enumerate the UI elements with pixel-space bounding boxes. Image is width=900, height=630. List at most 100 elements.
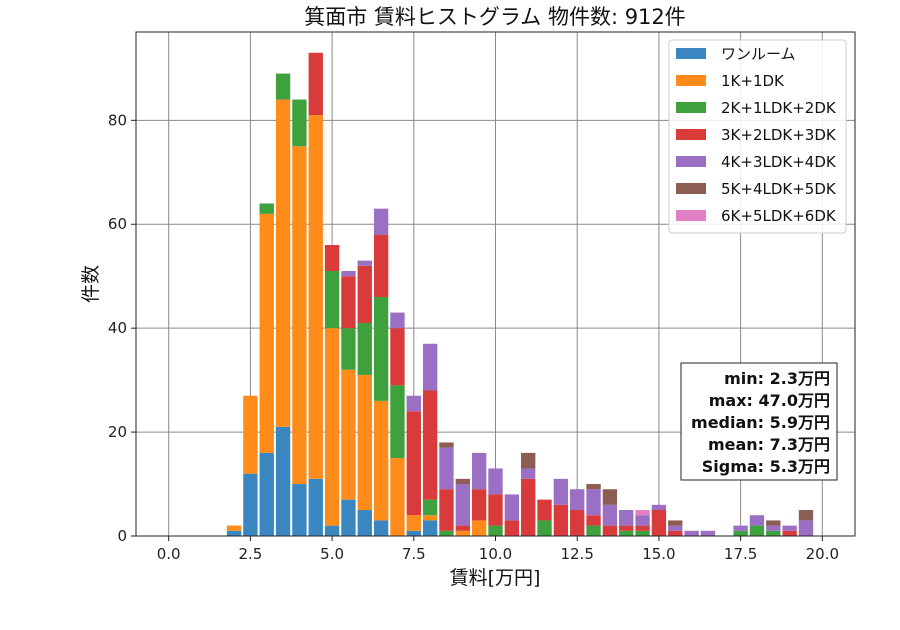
bar-segment <box>521 468 536 479</box>
bar-segment <box>586 525 601 536</box>
bar-segment <box>700 530 716 536</box>
bar-segment <box>635 525 650 531</box>
bar-segment <box>488 494 503 526</box>
legend-swatch <box>676 75 706 86</box>
stats-line: min: 2.3万円 <box>724 369 830 388</box>
bar-segment <box>373 400 389 521</box>
bar-segment <box>308 115 323 479</box>
bar-segment <box>226 530 242 536</box>
bar-segment <box>357 374 372 511</box>
bar-segment <box>439 530 454 536</box>
bar-segment <box>619 530 634 536</box>
bar-segment <box>782 525 797 531</box>
bar-segment <box>651 504 667 511</box>
stats-line: max: 47.0万円 <box>709 391 830 410</box>
bar-segment <box>749 515 765 526</box>
legend-swatch <box>676 210 706 221</box>
bar-segment <box>390 385 405 459</box>
bar-segment <box>766 530 781 536</box>
y-tick-label: 60 <box>108 215 127 233</box>
bar-segment <box>422 499 438 516</box>
bar-segment <box>390 328 405 386</box>
bar-segment <box>373 296 389 401</box>
bar-segment <box>373 208 389 235</box>
bar-segment <box>455 525 470 531</box>
legend-label: 3K+2LDK+3DK <box>721 126 837 144</box>
bar-segment <box>782 530 797 536</box>
bar-segment <box>422 390 438 500</box>
bar-segment <box>504 520 520 536</box>
bar-segment <box>308 478 323 536</box>
bar-segment <box>553 478 569 505</box>
bar-segment <box>635 510 650 516</box>
bar-segment <box>292 99 307 147</box>
bar-segment <box>324 328 340 526</box>
bar-segment <box>602 504 618 526</box>
y-tick-label: 20 <box>108 423 127 441</box>
bar-segment <box>439 442 454 448</box>
legend-label: ワンルーム <box>721 45 796 63</box>
legend-label: 2K+1LDK+2DK <box>721 99 837 117</box>
bar-segment <box>390 458 405 536</box>
bar-segment <box>455 478 470 485</box>
x-axis-label: 賃料[万円] <box>450 567 541 589</box>
bar-segment <box>275 73 291 100</box>
bar-segment <box>243 473 258 536</box>
legend-swatch <box>676 183 706 194</box>
bar-segment <box>341 499 356 536</box>
bar-segment <box>406 530 421 536</box>
stats-box: min: 2.3万円 max: 47.0万円 median: 5.9万円 mean: … <box>680 362 838 481</box>
bar-segment <box>259 213 274 453</box>
legend: ワンルーム 1K+1DK 2K+1LDK+2DK 3K+2LDK+3DK 4K+3LDK… <box>668 39 847 234</box>
bar-segment <box>455 484 470 526</box>
x-tick-label: 2.5 <box>238 545 262 563</box>
bar-segment <box>292 146 307 485</box>
bar-segment <box>341 276 356 329</box>
x-tick-label: 5.0 <box>320 545 344 563</box>
bar-segment <box>357 510 372 536</box>
legend-box <box>668 39 847 234</box>
legend-swatch <box>676 48 706 59</box>
bar-segment <box>668 530 683 536</box>
bar-segment <box>275 99 291 427</box>
bar-segment <box>798 520 814 536</box>
bar-segment <box>357 260 372 266</box>
bar-segment <box>390 312 405 329</box>
bar-segment <box>324 245 340 272</box>
bar-segment <box>602 489 618 505</box>
bar-segment <box>259 452 274 536</box>
bar-segment <box>406 515 421 531</box>
bar-segment <box>521 452 536 469</box>
x-tick-label: 7.5 <box>402 545 426 563</box>
y-axis-label: 件数 <box>80 265 102 303</box>
bar-segment <box>471 489 487 521</box>
stats-line: mean: 7.3万円 <box>708 435 830 454</box>
bar-segment <box>668 525 683 531</box>
chart-title: 箕面市 賃料ヒストグラム 物件数: 912件 <box>304 5 686 29</box>
bar-segment <box>488 468 503 495</box>
bar-segment <box>422 515 438 521</box>
bar-segment <box>471 520 487 536</box>
y-tick-label: 40 <box>108 319 127 337</box>
legend-label: 6K+5LDK+6DK <box>721 207 837 225</box>
legend-label: 1K+1DK <box>721 72 785 90</box>
x-axis-ticks: 0.0 2.5 5.0 7.5 10.0 12.5 15.0 17.5 20.0 <box>157 536 839 563</box>
bar-segment <box>602 525 618 536</box>
bar-segment <box>635 515 650 526</box>
bar-segment <box>635 530 650 536</box>
bar-segment <box>570 489 585 511</box>
bar-segment <box>537 520 552 536</box>
bar-segment <box>749 525 765 536</box>
bar-segment <box>521 478 536 536</box>
bar-segment <box>684 530 699 536</box>
bar-segment <box>324 271 340 329</box>
bar-segment <box>586 489 601 516</box>
bar-segment <box>259 203 274 214</box>
bar-segment <box>422 520 438 536</box>
x-tick-label: 15.0 <box>642 545 675 563</box>
bar-segment <box>357 322 372 375</box>
bar-segment <box>308 52 323 116</box>
x-tick-label: 20.0 <box>806 545 839 563</box>
stats-line: Sigma: 5.3万円 <box>702 457 830 476</box>
